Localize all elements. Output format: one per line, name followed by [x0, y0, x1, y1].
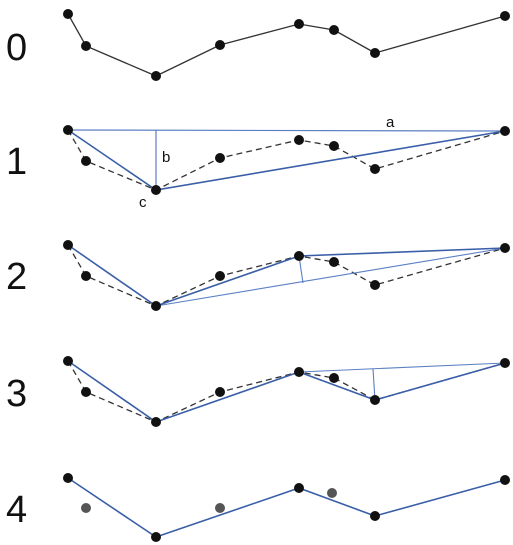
point	[500, 475, 510, 485]
distance-line	[372, 368, 376, 401]
point	[370, 48, 380, 58]
step-3: 3	[6, 356, 510, 427]
point	[151, 71, 161, 81]
step-1-points	[63, 125, 510, 195]
point	[294, 251, 304, 261]
removed-points	[81, 488, 337, 513]
point	[370, 395, 380, 405]
point	[63, 473, 73, 483]
point	[151, 417, 161, 427]
chord-line	[298, 362, 506, 373]
point	[329, 257, 339, 267]
chord-line	[155, 247, 506, 307]
simplified-polyline	[67, 360, 506, 423]
label-c: c	[139, 194, 147, 211]
point	[215, 387, 225, 397]
removed-point	[327, 488, 337, 498]
point	[294, 135, 304, 145]
step-2: 2	[6, 240, 510, 311]
point	[294, 19, 304, 29]
point	[81, 156, 91, 166]
point	[63, 240, 73, 250]
point	[81, 41, 91, 51]
point	[500, 243, 510, 253]
dashed-polyline	[67, 360, 506, 423]
step-0: 0	[6, 9, 510, 81]
point	[329, 141, 339, 151]
removed-point	[215, 503, 225, 513]
point	[500, 11, 510, 21]
point	[370, 164, 380, 174]
point	[63, 125, 73, 135]
step-1: 1 a b c	[6, 114, 510, 211]
step-2-points	[63, 240, 510, 311]
point	[370, 511, 380, 521]
point	[500, 358, 510, 368]
point	[63, 9, 73, 19]
label-b: b	[162, 149, 170, 166]
point	[370, 280, 380, 290]
point	[215, 153, 225, 163]
step-3-points	[63, 356, 510, 427]
step-number-0: 0	[6, 27, 27, 69]
point	[329, 25, 339, 35]
step-number-2: 2	[6, 256, 27, 298]
point	[151, 185, 161, 195]
point	[329, 373, 339, 383]
removed-point	[81, 503, 91, 513]
line-a	[67, 129, 506, 132]
original-polyline	[67, 13, 506, 77]
dashed-polyline	[67, 244, 506, 307]
step-4: 4	[6, 473, 510, 542]
point	[81, 271, 91, 281]
simplified-polyline	[67, 244, 506, 307]
point	[81, 387, 91, 397]
label-a: a	[386, 114, 395, 131]
step-number-4: 4	[6, 489, 27, 531]
original-points	[63, 9, 510, 81]
point	[151, 301, 161, 311]
point	[294, 367, 304, 377]
step-number-1: 1	[6, 141, 27, 183]
point	[215, 40, 225, 50]
point	[500, 126, 510, 136]
point	[215, 271, 225, 281]
simplified-polyline	[67, 477, 506, 538]
kept-points	[63, 473, 510, 542]
step-number-3: 3	[6, 373, 27, 415]
simplified-polyline	[67, 129, 506, 191]
dashed-polyline	[67, 129, 506, 191]
point	[151, 532, 161, 542]
point	[63, 356, 73, 366]
point	[294, 483, 304, 493]
